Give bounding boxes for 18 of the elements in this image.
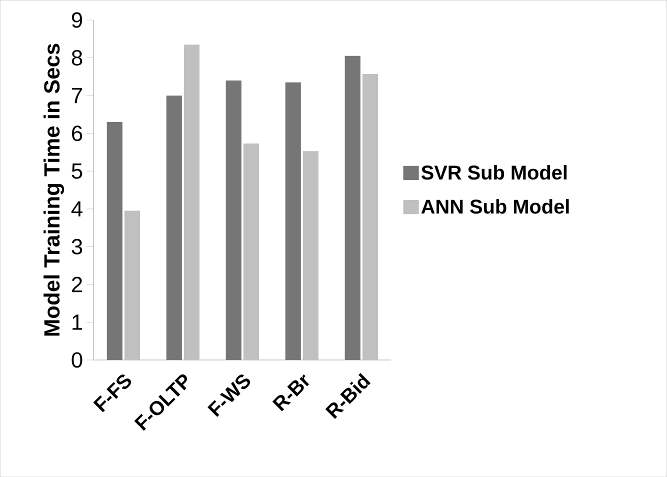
- bar: [243, 143, 259, 360]
- y-tick-label: 8: [72, 50, 82, 66]
- bar: [362, 74, 378, 360]
- bar: [184, 44, 200, 360]
- y-tick-label: 1: [72, 314, 82, 330]
- bar: [302, 151, 318, 360]
- legend-label: ANN Sub Model: [421, 198, 569, 214]
- bar: [124, 210, 140, 360]
- y-tick-label: 3: [72, 238, 82, 254]
- y-tick-label: 5: [72, 163, 82, 179]
- y-tick-label: 2: [72, 276, 82, 292]
- y-tick-label: 4: [71, 201, 82, 216]
- y-axis-title: Model Training Time in Secs: [44, 44, 64, 336]
- y-tick-label: 0: [72, 352, 82, 368]
- legend-label: SVR Sub Model: [421, 164, 567, 180]
- y-tick-label: 9: [72, 12, 82, 28]
- y-tick-label: 7: [72, 88, 82, 104]
- y-tick-label: 6: [72, 125, 82, 142]
